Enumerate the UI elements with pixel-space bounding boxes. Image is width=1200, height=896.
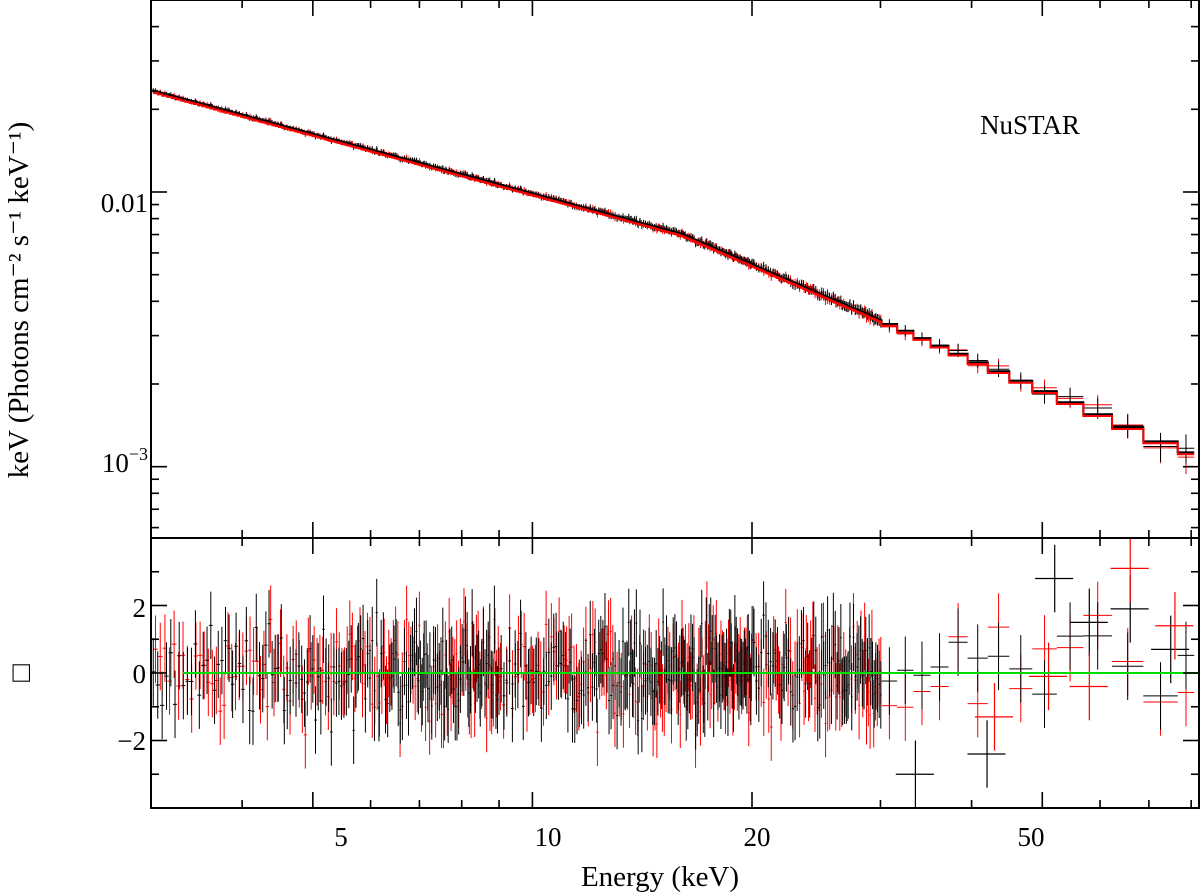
nustar-label: NuSTAR [980,110,1080,140]
xtick-label-20: 20 [744,822,771,852]
top-panel-frame [150,0,1200,539]
fpma-model-line [151,89,1195,454]
ytick-label-0.01: 0.01 [101,188,148,218]
axis-ticks [150,0,1199,808]
xtick-label-50: 50 [1018,822,1045,852]
ytick-label-1e-3: 10−3 [102,444,148,478]
fpmb-model-line [153,92,1195,456]
residual-ytick-label-minus-2: −2 [117,726,146,756]
residual-y-axis-title: □ [5,664,37,682]
top-panel [151,87,1195,475]
ytick-label-1e-3-exponent: −3 [129,444,148,464]
x-axis-title: Energy (keV) [581,861,739,893]
xtick-label-10: 10 [535,822,562,852]
residual-ytick-label-0: 0 [133,659,147,689]
residual-panel [151,538,1199,808]
ytick-label-1e-3-base: 10 [102,448,129,478]
y-axis-title: keV (Photons cm⁻² s⁻¹ keV⁻¹) [3,122,35,479]
residual-ytick-label-2: 2 [133,593,147,623]
xtick-label-5: 5 [334,822,348,852]
